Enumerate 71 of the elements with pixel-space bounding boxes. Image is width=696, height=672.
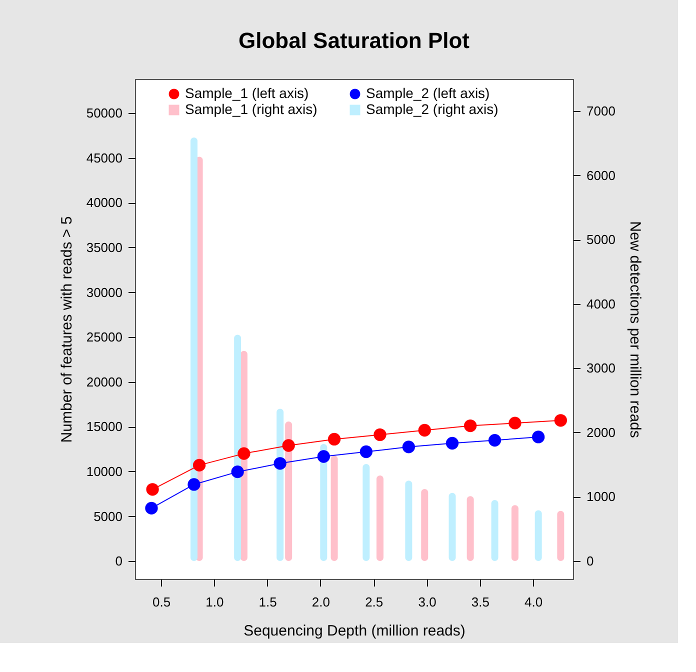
bar [534,510,542,562]
point [464,419,477,432]
point [374,428,386,442]
x-tick-label: 3.0 [418,594,436,610]
bar [421,489,428,562]
bar [234,334,242,562]
point [282,439,295,452]
x-tick-label: 3.5 [471,594,490,610]
y-tick-label: 50000 [86,106,122,121]
point [554,414,567,427]
y-tick-label: 15000 [86,419,122,434]
point [274,457,286,470]
x-tick-label: 0.5 [152,594,171,610]
point [508,416,522,430]
y-tick-label: 35000 [86,240,122,255]
bar [491,500,498,562]
point [192,458,206,472]
point [238,447,250,460]
x-tick-label: 1.0 [206,594,224,610]
legend-label: Sample_2 (right axis) [366,101,498,117]
bar [405,480,412,562]
legend-label: Sample_1 (left axis) [185,85,309,101]
x-tick-label: 1.5 [258,594,277,610]
bar [320,444,328,562]
y2-tick-label: 2000 [586,424,616,440]
y2-tick-label: 6000 [586,168,616,183]
legend-label: Sample_1 (right axis) [185,101,318,117]
chart-title: Global Saturation Plot [238,28,470,53]
point [402,440,416,454]
y-tick-label: 40000 [86,195,122,210]
bar [466,496,474,562]
y2-tick-label: 5000 [586,232,616,248]
point [317,450,330,463]
point [145,502,158,515]
bar [362,464,370,562]
y2-axis-title: New detections per million reads [626,221,644,438]
y-tick-label: 20000 [86,374,122,390]
bar [240,350,248,562]
bar [276,408,284,562]
y2-tick-label: 3000 [586,360,616,376]
y2-tick-label: 7000 [586,104,616,119]
legend-label: Sample_2 (left axis) [366,85,490,101]
x-tick-label: 2.5 [365,594,384,610]
x-tick-label: 2.0 [312,594,330,610]
y2-tick-label: 1000 [586,489,616,504]
y-tick-label: 5000 [94,508,122,524]
point [532,430,545,444]
bar [330,456,338,562]
y2-tick-label: 0 [586,554,594,569]
point [446,436,459,450]
y2-tick-label: 4000 [586,296,616,312]
point [188,478,200,491]
bar [448,492,456,562]
x-tick-label: 4.0 [524,594,543,610]
point [418,424,431,437]
bar [190,137,198,562]
y-tick-label: 0 [115,554,122,569]
y-tick-label: 25000 [86,330,122,345]
y-axis-title: Number of features with reads > 5 [58,216,76,443]
x-axis-title: Sequencing Depth (million reads) [244,622,466,640]
y-tick-label: 45000 [86,150,122,166]
bar [511,505,518,562]
bar [557,510,564,562]
point [231,466,244,478]
point [146,483,159,496]
y-tick-label: 10000 [86,464,122,479]
point [328,432,341,446]
point [360,445,372,458]
bar [376,476,384,562]
point [488,434,502,447]
y-tick-label: 30000 [86,284,122,300]
